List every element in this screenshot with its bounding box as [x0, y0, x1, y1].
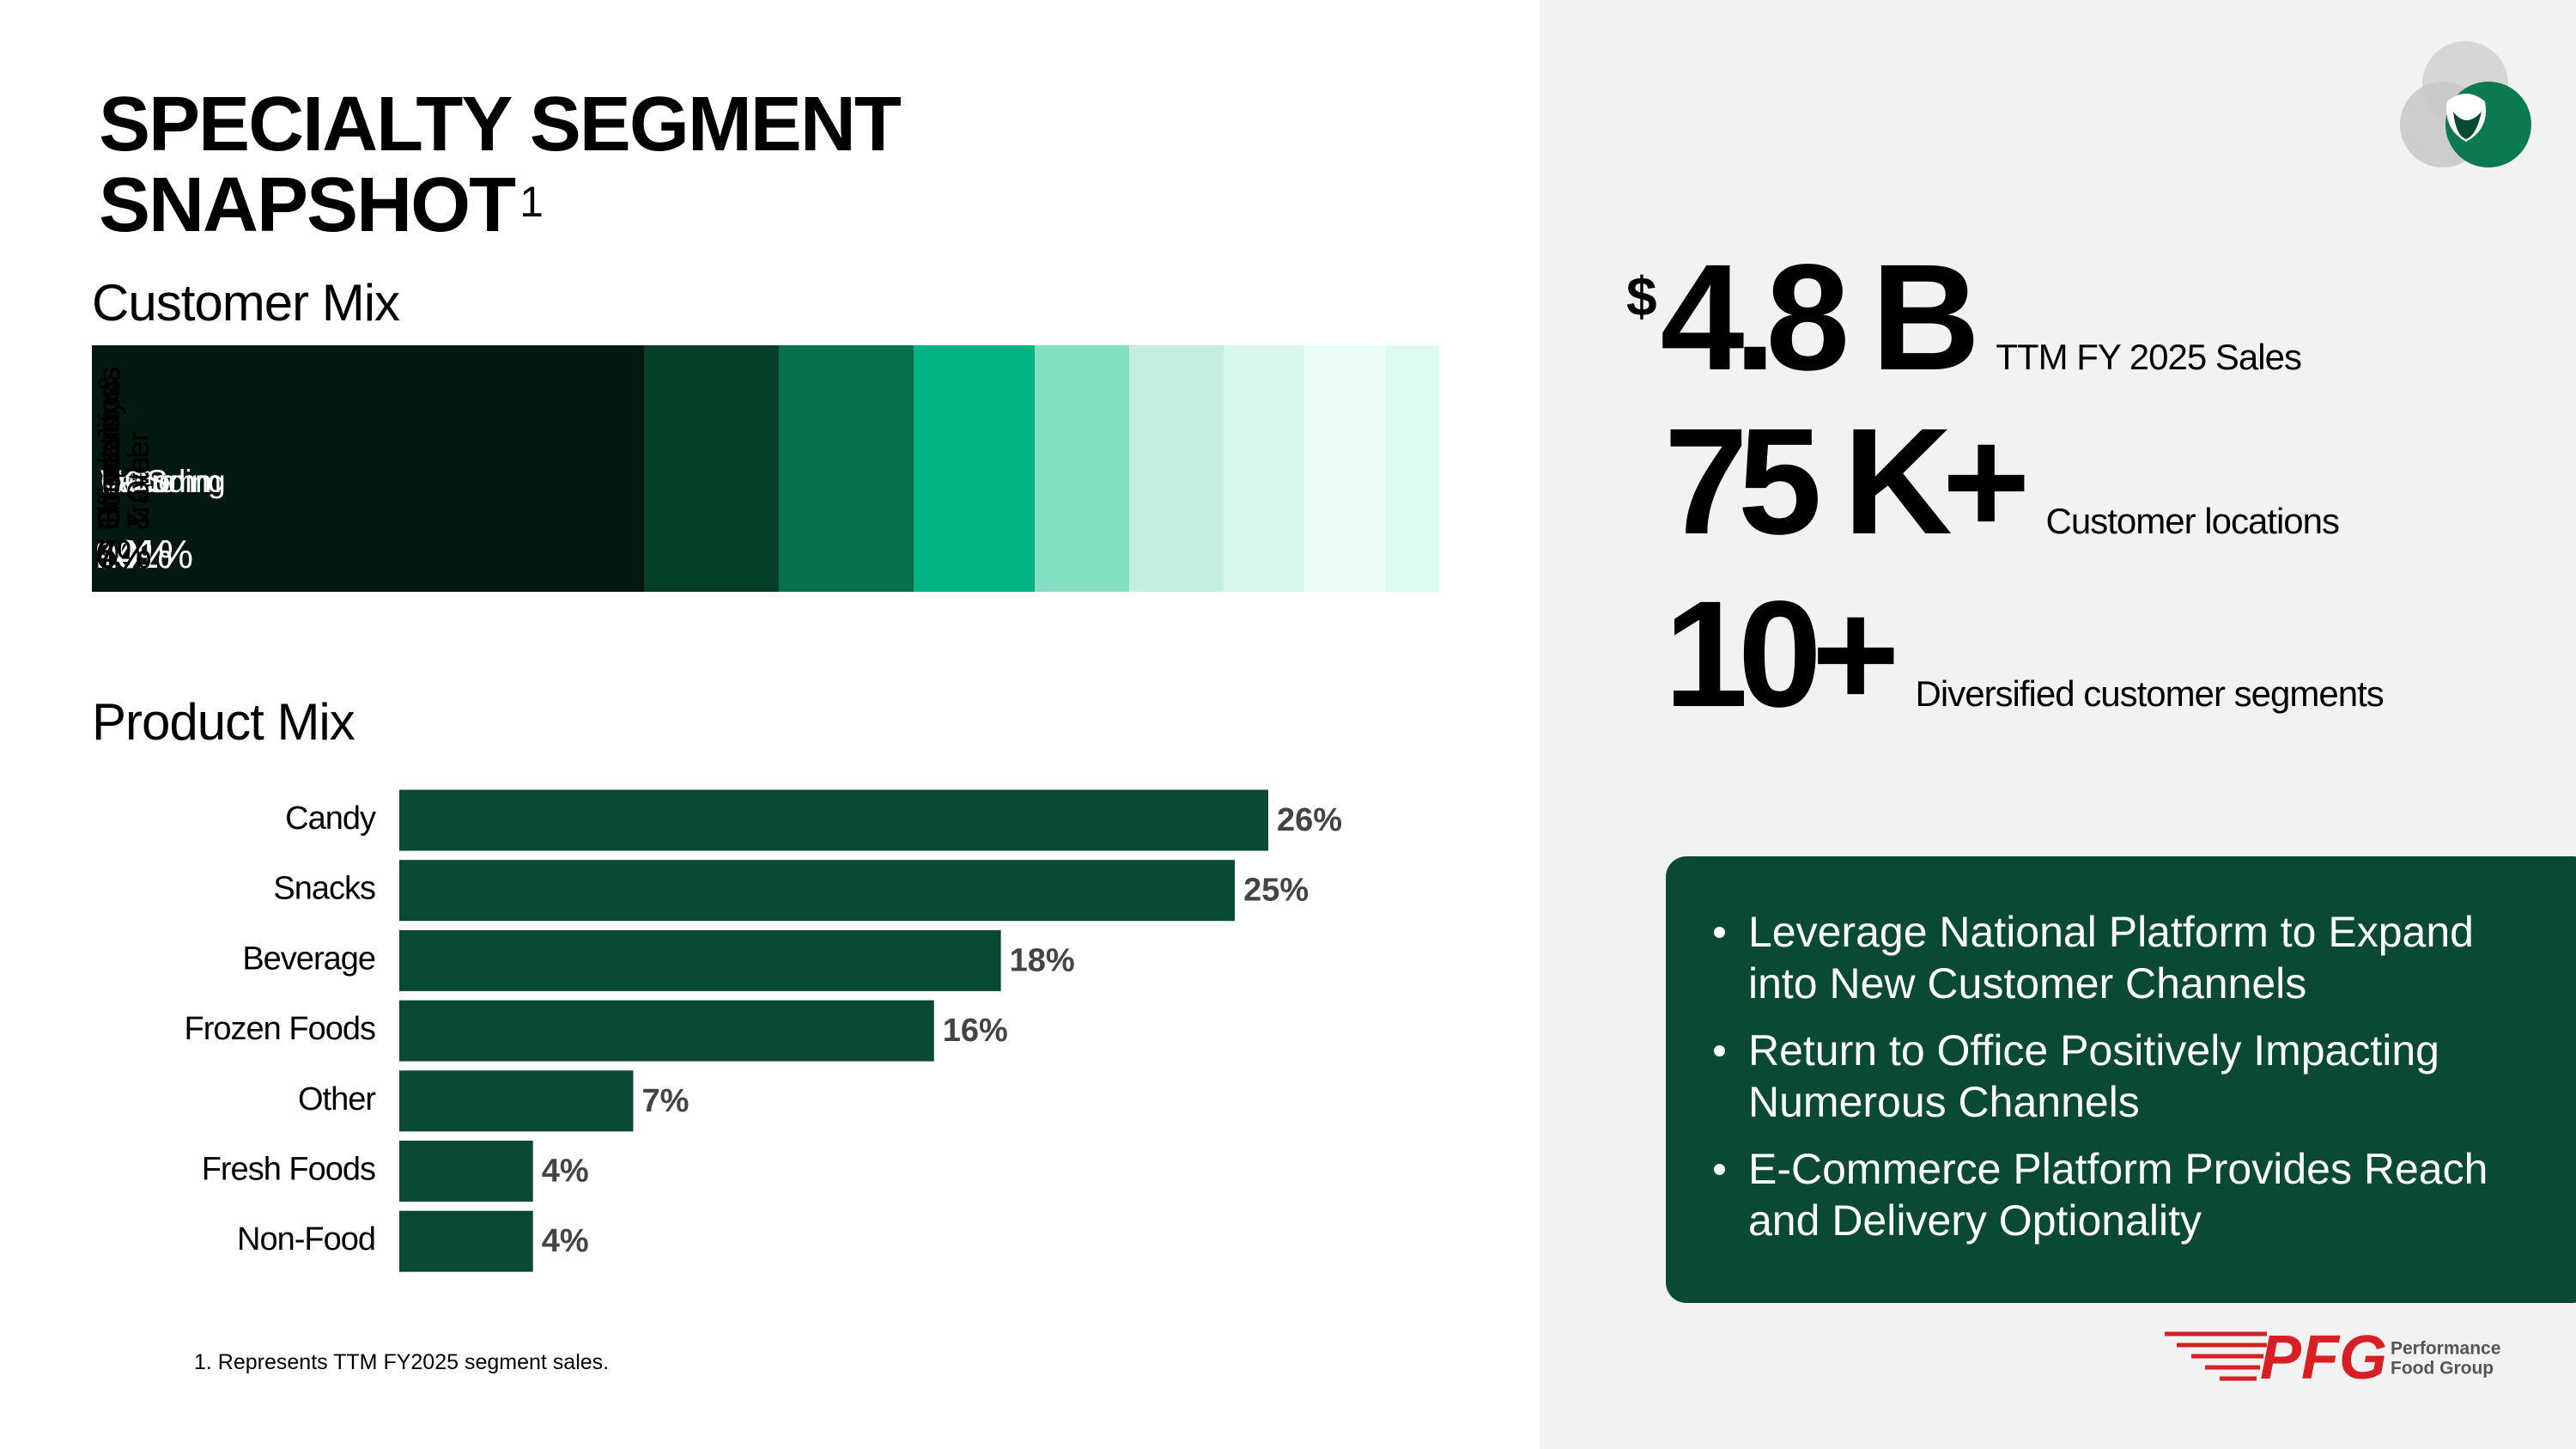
- stat-value: 75 K+: [1664, 398, 2031, 566]
- product-mix-chart: Candy 26% Snacks 25% Beverage 18% Frozen Foods…: [185, 789, 1342, 1272]
- segment-label: E-Comm: [100, 464, 222, 499]
- bar: [399, 860, 1236, 922]
- customer-mix-title: Customer Mix: [92, 274, 400, 332]
- bullet: Return to Office Positively Impacting Nu…: [1714, 1025, 2512, 1128]
- stat-label: Customer locations: [2045, 501, 2340, 541]
- bar: [399, 1000, 934, 1062]
- value-label: 26%: [1277, 802, 1342, 838]
- segment-label: Value: [100, 464, 176, 499]
- value-label: 4%: [542, 1223, 589, 1259]
- segment: Office 6%: [93, 345, 1386, 592]
- segment: OCS 9%: [95, 345, 1036, 592]
- segment: Value 10%: [95, 345, 914, 592]
- segment-label: OCS: [100, 464, 167, 499]
- bullet-list: Leverage National Platform to Expand int…: [1714, 906, 2512, 1262]
- stat-label: Diversified customer segments: [1915, 673, 2385, 714]
- stat: 75 K+ Customer locations: [1664, 398, 2340, 566]
- bullet: E-Commerce Platform Provides Reach and D…: [1714, 1143, 2512, 1246]
- category-label: Beverage: [242, 941, 375, 977]
- segment: E-Comm 10%: [95, 345, 780, 592]
- bar: [399, 789, 1268, 851]
- stat-label: TTM FY 2025 Sales: [1996, 337, 2302, 377]
- category-label: Frozen Foods: [185, 1011, 375, 1047]
- segment-value: 4%: [95, 532, 151, 576]
- product-mix-title: Product Mix: [92, 693, 355, 751]
- highlights-box: Leverage National Platform to Expand int…: [1666, 856, 2576, 1303]
- bullet: Leverage National Platform to Expand int…: [1714, 906, 2512, 1009]
- footnote: 1. Represents TTM FY2025 segment sales.: [194, 1350, 610, 1374]
- bar: [399, 1141, 533, 1202]
- bar: [399, 1070, 634, 1132]
- segment-value: 10%: [95, 532, 173, 576]
- stat: $4.8 B TTM FY 2025 Sales: [1626, 234, 2302, 402]
- value-label: 7%: [641, 1083, 689, 1119]
- value-label: 4%: [542, 1154, 589, 1190]
- segment-value: 7%: [95, 532, 151, 576]
- segment: Hospitality & Travel 6%: [93, 345, 1305, 592]
- segment: Corrections 4%: [93, 345, 1439, 592]
- segment-value: 10%: [95, 532, 173, 576]
- segment: Concessions & Other 7%: [93, 345, 1224, 592]
- segment-label: Vending: [116, 464, 226, 499]
- segment-value: 7%: [95, 532, 151, 576]
- value-label: 18%: [1010, 942, 1075, 978]
- bar: [399, 929, 1001, 991]
- value-label: 25%: [1243, 873, 1309, 909]
- segment: Theater 7%: [93, 345, 1130, 592]
- segment-value: 9%: [95, 532, 151, 576]
- title-text: SPECIALTY SEGMENT SNAPSHOT: [99, 82, 902, 248]
- stat-value: 10+: [1664, 570, 1900, 739]
- category-label: Fresh Foods: [202, 1152, 375, 1188]
- segment-value: 6%: [95, 532, 151, 576]
- slide-title: SPECIALTY SEGMENT SNAPSHOT 1: [99, 84, 1026, 246]
- stat: 10+ Diversified customer segments: [1664, 570, 2385, 739]
- bar: [399, 1210, 533, 1272]
- stat-value: 4.8 B: [1660, 234, 1981, 402]
- stat-prefix: $: [1626, 265, 1657, 327]
- category-label: Candy: [285, 801, 376, 837]
- value-label: 16%: [943, 1013, 1008, 1049]
- segment-value: 6%: [95, 532, 151, 576]
- segment: Vending 41%: [92, 345, 645, 592]
- category-label: Other: [298, 1081, 376, 1117]
- segment-value: 41%: [116, 532, 193, 576]
- customer-mix-strip: Vending 41% E-Comm 10% Value 10% OCS 9% Theater 7…: [92, 345, 1439, 592]
- category-label: Snacks: [273, 871, 375, 907]
- category-label: Non-Food: [237, 1221, 375, 1257]
- title-footnote-mark: 1: [519, 178, 544, 226]
